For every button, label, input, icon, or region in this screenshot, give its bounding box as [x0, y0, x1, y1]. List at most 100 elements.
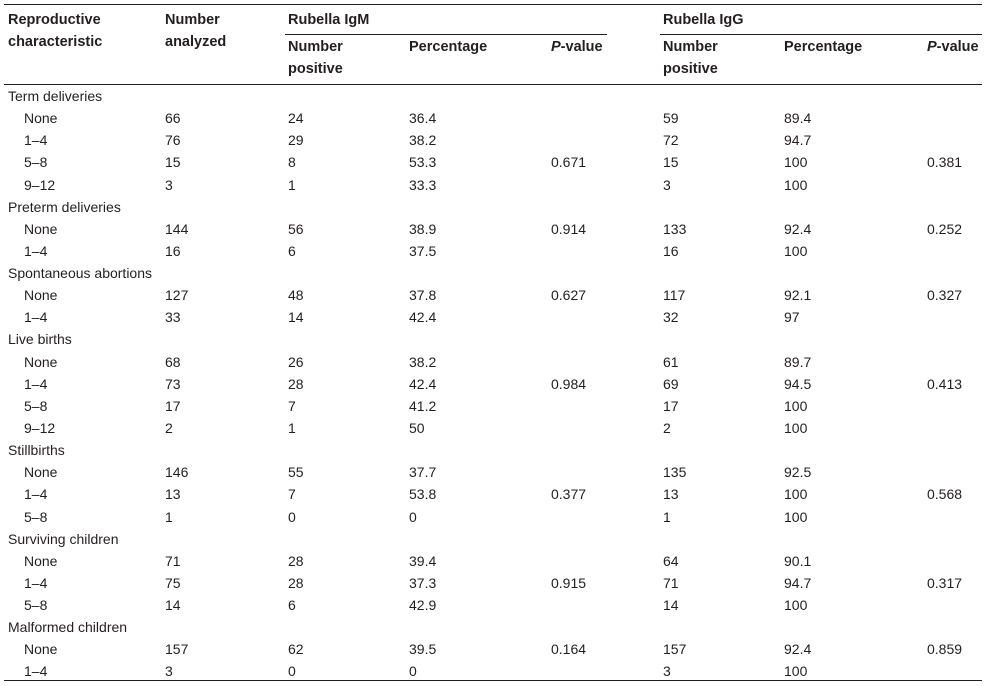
header-rubella-igm: Rubella IgM: [288, 12, 370, 28]
igg-percentage-cell: 89.4: [784, 110, 812, 127]
p-suffix: -value: [936, 39, 979, 55]
number-analyzed-cell: 75: [165, 574, 181, 591]
igm-percentage-cell: 38.9: [409, 220, 437, 237]
row-label: None: [24, 287, 58, 304]
header-igm-p-value: P-value: [551, 36, 603, 58]
igm-number-positive-cell: 56: [288, 220, 304, 237]
igm-number-positive-cell: 0: [288, 508, 296, 525]
igg-percentage-cell: 94.7: [784, 132, 812, 149]
igm-number-positive-cell: 28: [288, 375, 304, 392]
bottom-rule: [4, 680, 982, 681]
igg-percentage-cell: 89.7: [784, 353, 812, 370]
number-analyzed-cell: 15: [165, 154, 181, 171]
header-igg-p-value: P-value: [927, 36, 979, 58]
number-analyzed-cell: 14: [165, 597, 181, 613]
igm-number-positive-cell: 0: [288, 663, 296, 680]
row-label: 9–12: [24, 176, 56, 193]
igg-number-positive-cell: 71: [663, 574, 679, 591]
igg-number-positive-cell: 133: [663, 220, 687, 237]
igg-header-rule: [660, 34, 982, 35]
p-suffix: -value: [560, 39, 603, 55]
group-label: Surviving children: [8, 530, 119, 547]
igm-percentage-cell: 0: [409, 663, 417, 680]
igm-percentage-cell: 38.2: [409, 353, 437, 370]
igm-number-positive-cell: 48: [288, 287, 304, 304]
igm-number-positive-cell: 7: [288, 486, 296, 503]
row-label: 1–4: [24, 486, 48, 503]
p-italic: P: [551, 39, 561, 55]
igm-percentage-cell: 39.5: [409, 641, 437, 658]
igm-number-positive-cell: 14: [288, 309, 304, 326]
number-analyzed-cell: 144: [165, 220, 189, 237]
igg-percentage-cell: 100: [784, 397, 808, 414]
igg-number-positive-cell: 3: [663, 176, 671, 193]
igg-number-positive-cell: 3: [663, 663, 671, 680]
igm-percentage-cell: 39.4: [409, 552, 437, 569]
igg-percentage-cell: 100: [784, 242, 808, 259]
header-reproductive-characteristic: Reproductive characteristic: [8, 12, 103, 50]
igg-number-positive-cell: 2: [663, 419, 671, 436]
igg-percentage-cell: 100: [784, 419, 808, 436]
igm-percentage-cell: 37.3: [409, 574, 437, 591]
igm-percentage-cell: 37.7: [409, 464, 437, 481]
igg-number-positive-cell: 72: [663, 132, 679, 149]
igm-p-value-cell: 0.377: [551, 486, 587, 503]
igg-percentage-cell: 100: [784, 154, 808, 171]
number-analyzed-cell: 17: [165, 397, 181, 414]
igg-percentage-cell: 90.1: [784, 552, 812, 569]
number-analyzed-cell: 73: [165, 375, 181, 392]
igg-percentage-cell: 92.4: [784, 641, 812, 658]
row-label: 9–12: [24, 419, 56, 436]
number-analyzed-cell: 3: [165, 663, 173, 680]
igm-number-positive-cell: 1: [288, 419, 296, 436]
igm-p-value-cell: 0.164: [551, 641, 587, 658]
row-label: None: [24, 641, 58, 658]
igm-percentage-cell: 38.2: [409, 132, 437, 149]
igg-number-positive-cell: 16: [663, 242, 679, 259]
igm-number-positive-cell: 26: [288, 353, 304, 370]
igm-number-positive-cell: 1: [288, 176, 296, 193]
igm-number-positive-cell: 28: [288, 552, 304, 569]
igg-percentage-cell: 100: [784, 486, 808, 503]
igm-percentage-cell: 36.4: [409, 110, 437, 127]
igg-percentage-cell: 94.5: [784, 375, 812, 392]
igm-p-value-cell: 0.914: [551, 220, 587, 237]
igg-percentage-cell: 97: [784, 309, 800, 326]
header-number-analyzed: Number analyzed: [165, 12, 227, 50]
row-label: 1–4: [24, 663, 48, 680]
row-label: 1–4: [24, 132, 48, 149]
igm-number-positive-cell: 7: [288, 397, 296, 414]
group-label: Term deliveries: [8, 88, 103, 104]
p-italic: P: [927, 39, 937, 55]
row-label: 1–4: [24, 574, 48, 591]
number-analyzed-cell: 13: [165, 486, 181, 503]
igg-percentage-cell: 92.1: [784, 287, 812, 304]
header-rubella-igg: Rubella IgG: [663, 12, 744, 28]
number-analyzed-cell: 146: [165, 464, 189, 481]
row-label: None: [24, 110, 58, 127]
igg-percentage-cell: 100: [784, 508, 808, 525]
number-analyzed-cell: 66: [165, 110, 181, 127]
igg-number-positive-cell: 32: [663, 309, 679, 326]
number-analyzed-cell: 2: [165, 419, 173, 436]
igg-p-value-cell: 0.317: [927, 574, 963, 591]
igm-percentage-cell: 53.8: [409, 486, 437, 503]
igg-p-value-cell: 0.568: [927, 486, 963, 503]
row-label: 5–8: [24, 508, 48, 525]
number-analyzed-cell: 1: [165, 508, 173, 525]
igm-percentage-cell: 0: [409, 508, 417, 525]
number-analyzed-cell: 71: [165, 552, 181, 569]
group-label: Stillbirths: [8, 442, 65, 459]
igm-p-value-cell: 0.627: [551, 287, 587, 304]
number-analyzed-cell: 16: [165, 242, 181, 259]
igm-number-positive-cell: 29: [288, 132, 304, 149]
igg-percentage-cell: 94.7: [784, 574, 812, 591]
header-igm-percentage: Percentage: [409, 39, 488, 55]
igg-p-value-cell: 0.381: [927, 154, 963, 171]
number-analyzed-cell: 157: [165, 641, 189, 658]
igm-percentage-cell: 41.2: [409, 397, 437, 414]
igg-percentage-cell: 100: [784, 597, 808, 613]
group-label: Malformed children: [8, 619, 128, 636]
igg-percentage-cell: 100: [784, 176, 808, 193]
group-label: Spontaneous abortions: [8, 265, 152, 281]
